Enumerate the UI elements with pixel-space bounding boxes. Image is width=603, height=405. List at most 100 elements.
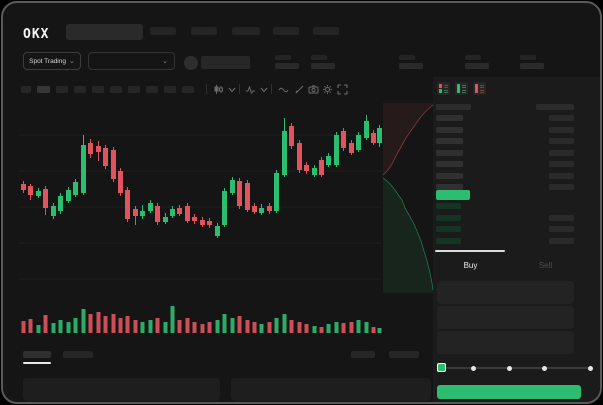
ask-row-amount-placeholder[interactable] — [549, 138, 574, 144]
timeframe-button-placeholder[interactable] — [92, 86, 104, 93]
fullscreen-icon[interactable] — [337, 84, 348, 95]
ask-row-price-placeholder[interactable] — [436, 184, 463, 190]
chart-footer-placeholder[interactable] — [351, 351, 375, 358]
pair-selector-dropdown[interactable]: ⌄ — [88, 52, 175, 70]
chart-footer-placeholder[interactable] — [389, 351, 419, 358]
bottom-tab-placeholder[interactable] — [63, 351, 93, 358]
candle-body — [364, 121, 369, 138]
bottom-tab-active-placeholder[interactable] — [23, 351, 51, 358]
tab-buy[interactable]: Buy — [463, 261, 478, 270]
book-combined-icon[interactable] — [437, 82, 450, 95]
camera-icon[interactable] — [308, 84, 319, 95]
slider-step-dot[interactable] — [587, 365, 593, 371]
volume-bar — [297, 322, 302, 333]
nav-item-placeholder[interactable] — [191, 27, 217, 35]
tab-sell[interactable]: Sell — [538, 261, 553, 270]
ask-row-price-placeholder[interactable] — [436, 126, 463, 133]
search-input[interactable] — [66, 24, 143, 40]
pair-name-placeholder — [201, 56, 250, 69]
wave-icon[interactable] — [278, 84, 289, 95]
trade-tab-indicator — [435, 250, 505, 252]
icon-line — [480, 89, 484, 91]
ask-row-amount-placeholder[interactable] — [549, 149, 574, 156]
candlestick-icon[interactable] — [213, 84, 224, 95]
ask-row-amount-placeholder[interactable] — [549, 184, 574, 190]
volume-bar — [312, 326, 317, 333]
timeframe-button-placeholder[interactable] — [56, 86, 68, 93]
ask-row-amount-placeholder[interactable] — [549, 172, 574, 179]
timeframe-button-placeholder[interactable] — [110, 86, 122, 93]
candle-body — [349, 143, 354, 153]
order-input-placeholder[interactable] — [437, 331, 574, 354]
candlestick-chart[interactable] — [3, 3, 602, 404]
order-input-placeholder[interactable] — [437, 281, 574, 304]
ask-row-amount-placeholder[interactable] — [549, 161, 574, 167]
bid-row-amount-placeholder[interactable] — [549, 226, 574, 232]
bid-row-price-placeholder[interactable] — [436, 214, 461, 221]
volume-bar — [111, 314, 116, 333]
ask-row-price-placeholder[interactable] — [436, 172, 463, 179]
candle-body — [377, 128, 382, 143]
ask-row-price-placeholder[interactable] — [436, 161, 463, 167]
slider-step-dot[interactable] — [470, 365, 476, 371]
nav-item-placeholder[interactable] — [313, 27, 339, 35]
last-price-highlight[interactable] — [436, 190, 470, 200]
nav-item-placeholder[interactable] — [150, 27, 176, 35]
candle-body — [43, 189, 48, 208]
slider-track[interactable] — [441, 367, 590, 369]
ask-row-price-placeholder[interactable] — [436, 149, 463, 156]
bottom-tab-indicator — [23, 362, 51, 364]
icon-line — [462, 85, 466, 86]
order-input-placeholder[interactable] — [437, 306, 574, 329]
book-bids-icon[interactable] — [455, 82, 468, 95]
timeframe-button-placeholder[interactable] — [164, 86, 176, 93]
slider-handle[interactable] — [437, 363, 446, 372]
bid-row-price-placeholder[interactable] — [436, 237, 461, 244]
candle-body — [36, 191, 41, 196]
volume-bar — [28, 319, 33, 333]
icon-col-top — [439, 84, 442, 88]
candle-body — [245, 183, 250, 210]
timeframe-button-placeholder[interactable] — [74, 86, 86, 93]
volume-bar — [334, 322, 339, 333]
timeframe-button-placeholder[interactable] — [146, 86, 158, 93]
bid-row-amount-placeholder[interactable] — [549, 214, 574, 221]
ask-row-price-placeholder[interactable] — [436, 138, 463, 144]
depth-chart[interactable] — [382, 103, 434, 293]
volume-bar — [118, 318, 123, 333]
draw-icon[interactable] — [294, 84, 305, 95]
candle-body — [230, 180, 235, 193]
icon-col-top — [457, 84, 460, 93]
book-asks-icon[interactable] — [473, 82, 486, 95]
icon-line — [480, 87, 484, 88]
slider-step-dot[interactable] — [541, 365, 547, 371]
candle-body — [207, 221, 212, 225]
volume-bar — [371, 327, 376, 333]
ask-row-amount-placeholder[interactable] — [549, 126, 574, 133]
bid-row-price-placeholder[interactable] — [436, 203, 461, 209]
nav-item-placeholder[interactable] — [273, 27, 299, 35]
ticker-stat-label-placeholder — [275, 55, 291, 60]
ticker-stat-label-placeholder — [465, 55, 481, 60]
settings-icon[interactable] — [322, 84, 333, 95]
slider-step-dot[interactable] — [506, 365, 512, 371]
timeframe-button-placeholder[interactable] — [128, 86, 140, 93]
timeframe-button-placeholder[interactable] — [21, 86, 31, 93]
indicators-icon[interactable] — [245, 84, 256, 95]
ask-row-amount-placeholder[interactable] — [549, 115, 574, 121]
ask-row-price-placeholder[interactable] — [436, 115, 463, 121]
submit-order-button[interactable] — [437, 385, 581, 399]
nav-item-placeholder[interactable] — [232, 27, 260, 35]
volume-bar — [88, 314, 93, 333]
icon-line — [444, 87, 448, 88]
timeframe-button-placeholder[interactable] — [182, 86, 194, 93]
chevron-down-icon[interactable] — [228, 87, 236, 93]
chevron-down-icon[interactable] — [260, 87, 268, 93]
volume-bar — [81, 309, 86, 333]
candle-body — [237, 181, 242, 206]
bid-row-price-placeholder[interactable] — [436, 226, 461, 232]
timeframe-button-placeholder[interactable] — [37, 86, 50, 93]
candle-body — [111, 150, 116, 179]
bid-row-amount-placeholder[interactable] — [549, 237, 574, 244]
market-type-selector[interactable]: Spot Trading ⌄ — [23, 52, 81, 70]
